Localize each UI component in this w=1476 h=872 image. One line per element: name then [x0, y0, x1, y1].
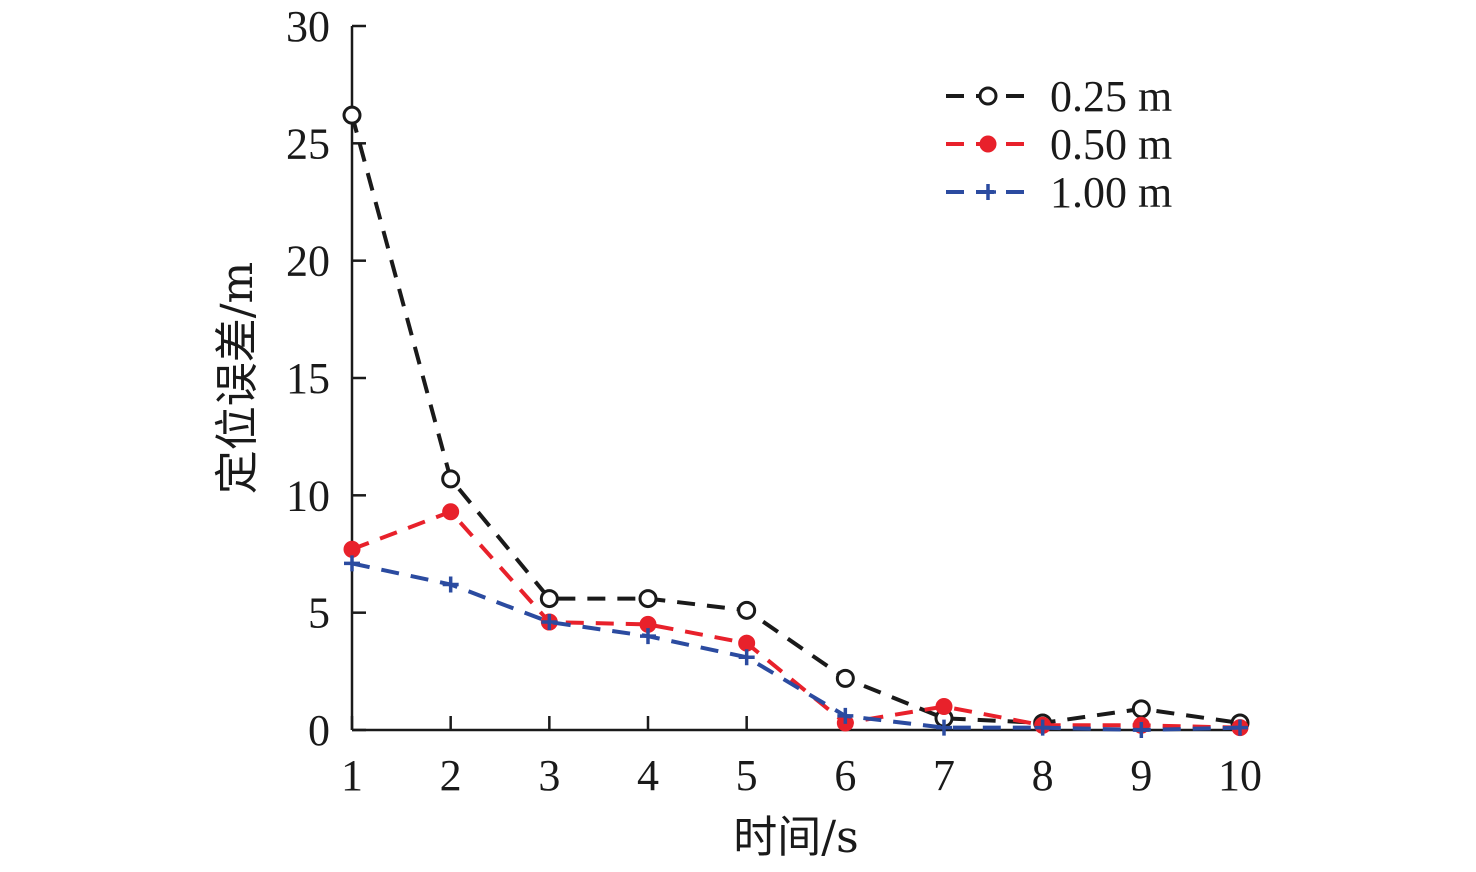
y-tick-label: 10	[286, 471, 330, 520]
legend-label: 1.00 m	[1050, 168, 1172, 217]
data-point	[738, 649, 755, 666]
y-tick-label: 25	[286, 119, 330, 168]
legend: 0.25 m0.50 m1.00 m	[946, 72, 1172, 217]
y-tick-label: 5	[308, 589, 330, 638]
x-tick-label: 7	[933, 751, 955, 800]
legend-item: 0.25 m	[946, 72, 1172, 121]
x-tick-label: 6	[834, 751, 856, 800]
y-tick-label: 0	[308, 706, 330, 755]
data-point	[1131, 699, 1151, 719]
data-point	[737, 600, 757, 620]
x-tick-label: 1	[341, 751, 363, 800]
series-line	[351, 561, 1241, 733]
data-point	[539, 589, 559, 609]
legend-marker	[979, 135, 997, 153]
legend-label: 0.25 m	[1050, 72, 1172, 121]
data-point	[343, 540, 361, 558]
data-point	[442, 576, 459, 593]
x-tick-label: 4	[637, 751, 659, 800]
tick-group: 1 2 3 4 5 6 7 8 9 10 0 5 10 15 20 25 30	[286, 2, 1262, 800]
x-tick-label: 10	[1218, 751, 1262, 800]
legend-item: 0.50 m	[946, 120, 1172, 169]
legend-label: 0.50 m	[1050, 120, 1172, 169]
series-line	[351, 509, 1241, 730]
y-axis-title: 定位误差/m	[212, 262, 263, 495]
data-point	[837, 707, 854, 724]
data-point	[442, 503, 460, 521]
x-tick-label: 2	[440, 751, 462, 800]
x-tick-label: 8	[1032, 751, 1054, 800]
x-axis-title: 时间/s	[733, 812, 858, 863]
legend-marker	[980, 184, 996, 200]
data-point	[441, 469, 461, 489]
data-point	[541, 614, 558, 631]
data-point	[640, 628, 656, 645]
plot-area	[342, 105, 1250, 738]
data-point	[1232, 719, 1248, 736]
data-point	[344, 555, 360, 572]
x-tick-label: 3	[538, 751, 560, 800]
y-tick-label: 30	[286, 2, 330, 51]
y-tick-label: 20	[286, 237, 330, 286]
legend-marker	[978, 86, 998, 106]
series-3	[344, 555, 1248, 738]
data-point	[638, 589, 658, 609]
legend-item: 1.00 m	[946, 168, 1172, 217]
data-point	[342, 105, 362, 125]
x-tick-label: 9	[1130, 751, 1152, 800]
data-point	[1034, 719, 1051, 736]
y-tick-label: 15	[286, 354, 330, 403]
x-tick-label: 5	[736, 751, 758, 800]
data-point	[738, 634, 756, 652]
data-point	[936, 719, 952, 736]
data-point	[835, 668, 855, 688]
series-2	[343, 503, 1249, 737]
data-point	[1133, 722, 1150, 738]
data-point	[935, 698, 953, 716]
series-line	[350, 114, 1241, 725]
